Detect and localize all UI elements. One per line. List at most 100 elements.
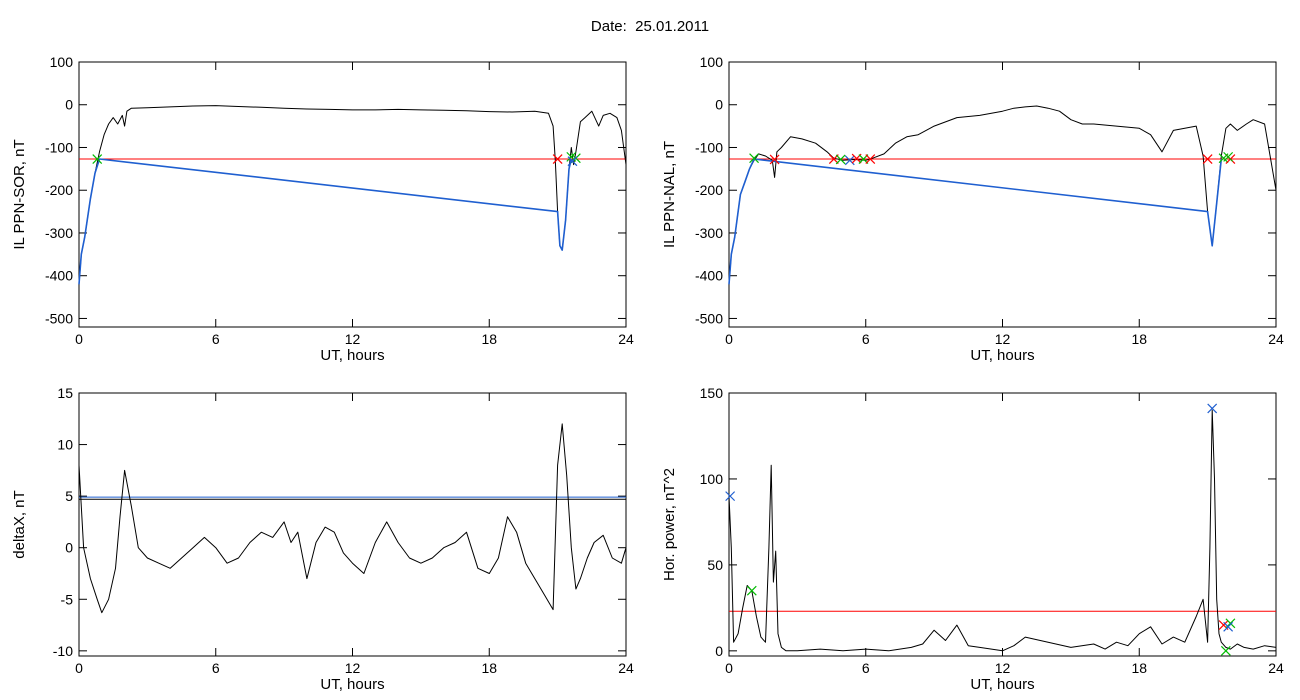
plot-frame (728, 392, 1277, 657)
y-tick-label: -5 (61, 591, 74, 607)
x-marker (769, 154, 780, 165)
x-tick-label: 12 (995, 660, 1011, 676)
x-marker (1220, 645, 1231, 656)
date-label: Date: (590, 18, 627, 35)
panel-1: 0 6 12 18 24 100 0 -100 -200 -300 -400 -500 UT, hour… (11, 54, 634, 364)
x-tick-label: 24 (1268, 660, 1284, 676)
x-tick-label: 6 (212, 660, 220, 676)
x-marker-stroke (769, 154, 780, 165)
series-line-2 (728, 158, 1223, 285)
y-tick-label: 100 (700, 471, 724, 487)
x-marker-stroke (552, 154, 563, 164)
x-tick-label: 24 (618, 660, 634, 676)
x-marker (865, 154, 876, 164)
x-tick-label: 18 (481, 331, 497, 347)
x-axis-label: UT, hours (970, 676, 1034, 693)
x-axis-label: UT, hours (320, 347, 384, 364)
x-marker (567, 156, 578, 167)
x-marker (1207, 403, 1218, 414)
y-tick-label: 150 (700, 385, 724, 401)
x-marker (746, 585, 757, 596)
y-tick-label: -500 (45, 310, 73, 326)
x-marker-stroke (835, 154, 846, 165)
y-tick-label: 100 (50, 54, 74, 70)
y-tick-label: -400 (45, 268, 73, 284)
x-marker-stroke (567, 156, 578, 167)
panel-3: 0 6 12 18 24 15 10 5 0 -5 -10 UT, hours deltaX, nT (11, 385, 634, 693)
y-tick-label: 0 (65, 540, 73, 556)
y-tick-label: 15 (57, 385, 73, 401)
y-tick-label: 0 (65, 97, 73, 113)
x-tick-label: 0 (725, 331, 733, 347)
x-marker-stroke (1223, 151, 1234, 162)
y-axis-label: IL PPN-SOR, nT (11, 139, 28, 249)
x-marker (1223, 621, 1234, 632)
x-marker-stroke (746, 585, 757, 596)
y-tick-label: -500 (695, 310, 723, 326)
x-axis-label: UT, hours (320, 676, 384, 693)
x-marker (92, 154, 103, 164)
x-tick-label: 24 (1268, 331, 1284, 347)
series-line-1 (728, 409, 1277, 652)
panel-4: 0 6 12 18 24 150 100 50 0 UT, hours Hor. power, nT… (661, 385, 1284, 693)
x-marker (1202, 154, 1213, 164)
series-line-2 (78, 158, 573, 285)
y-tick-label: 0 (715, 643, 723, 659)
panel-2: 0 6 12 18 24 100 0 -100 -200 -300 -400 -500 UT, hour… (661, 54, 1284, 364)
x-marker-stroke (1223, 621, 1234, 632)
y-tick-label: -400 (695, 268, 723, 284)
x-marker-stroke (844, 155, 855, 166)
y-tick-label: -300 (45, 225, 73, 241)
x-marker (1223, 151, 1234, 162)
x-tick-label: 0 (75, 660, 83, 676)
x-marker (835, 154, 846, 165)
x-tick-label: 12 (345, 660, 361, 676)
y-axis-label: IL PPN-NAL, nT (661, 141, 678, 248)
x-marker (749, 153, 759, 164)
plot-frame (78, 61, 627, 328)
x-marker-stroke (1202, 154, 1213, 164)
x-marker (552, 154, 563, 164)
x-axis-label: UT, hours (970, 347, 1034, 364)
x-marker-stroke (865, 154, 876, 164)
x-marker-stroke (566, 151, 577, 162)
y-tick-label: -100 (695, 139, 723, 155)
y-tick-label: -10 (53, 643, 73, 659)
x-tick-label: 12 (345, 331, 361, 347)
y-tick-label: 50 (707, 557, 723, 573)
x-marker-stroke (725, 491, 736, 502)
series-line-1 (78, 105, 627, 285)
series-line-1 (728, 105, 1277, 285)
x-tick-label: 24 (618, 331, 634, 347)
date-value: 25.01.2011 (635, 18, 710, 35)
x-marker-stroke (92, 154, 103, 164)
y-tick-label: 100 (700, 54, 724, 70)
y-tick-label: -100 (45, 139, 73, 155)
y-tick-label: 5 (65, 488, 73, 504)
x-tick-label: 0 (725, 660, 733, 676)
x-marker-stroke (749, 153, 759, 164)
date-title: Date: 25.01.2011 (0, 18, 1300, 35)
x-tick-label: 18 (481, 660, 497, 676)
x-marker-stroke (1218, 620, 1229, 630)
x-marker (844, 155, 855, 166)
y-tick-label: -200 (45, 182, 73, 198)
y-tick-label: -200 (695, 182, 723, 198)
y-tick-label: 0 (715, 97, 723, 113)
plot-frame (78, 392, 627, 657)
x-tick-label: 0 (75, 331, 83, 347)
y-axis-label: deltaX, nT (11, 490, 28, 558)
x-tick-label: 6 (862, 331, 870, 347)
plot-frame (728, 61, 1277, 328)
y-tick-label: -300 (695, 225, 723, 241)
x-tick-label: 6 (862, 660, 870, 676)
x-tick-label: 18 (1131, 660, 1147, 676)
x-tick-label: 18 (1131, 331, 1147, 347)
x-marker-stroke (1207, 403, 1218, 414)
x-marker (725, 491, 736, 502)
x-tick-label: 6 (212, 331, 220, 347)
y-tick-label: 10 (57, 437, 73, 453)
series-line-1 (78, 423, 627, 614)
y-axis-label: Hor. power, nT^2 (661, 468, 678, 581)
